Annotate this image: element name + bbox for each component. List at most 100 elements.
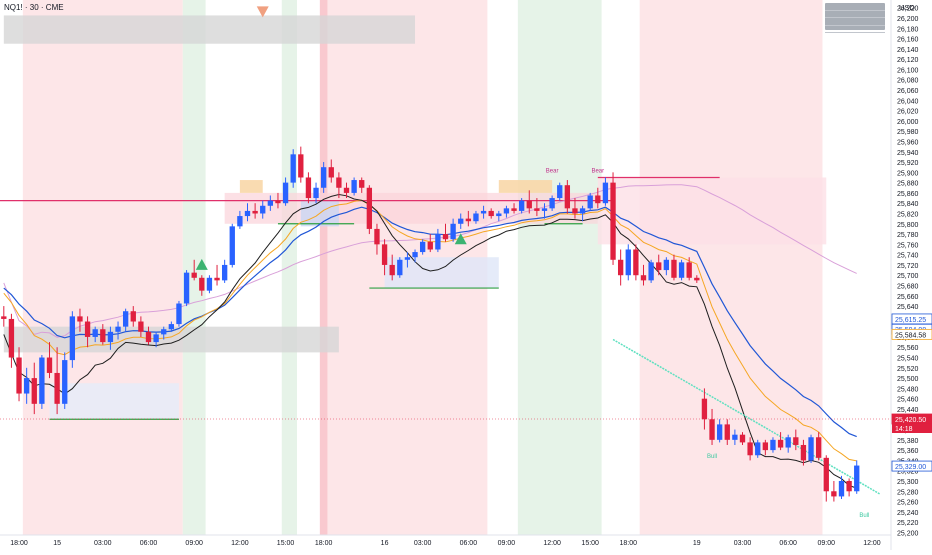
candle-body	[442, 234, 449, 240]
time-tick-label: 18:00	[315, 540, 333, 547]
candle-body	[290, 154, 296, 183]
candle-body	[595, 195, 601, 204]
candle-body	[640, 275, 647, 281]
candle-body	[473, 213, 479, 222]
candle-body	[282, 182, 289, 204]
time-tick-label: 06:00	[140, 540, 158, 547]
candle-body	[739, 434, 746, 443]
candle-body	[206, 277, 213, 291]
candle-body	[480, 210, 487, 214]
candle-body	[724, 424, 730, 440]
time-tick-label: 16	[381, 540, 389, 547]
price-tick-label: 25,640	[897, 304, 919, 311]
candle-body	[777, 439, 784, 448]
candle-body	[572, 208, 578, 214]
candle-body	[366, 187, 373, 229]
price-tick-label: 25,560	[897, 345, 919, 352]
candle-body	[100, 329, 106, 343]
bull-label: Bull	[707, 454, 717, 460]
candle-body	[69, 316, 76, 361]
currency-label[interactable]: USD	[899, 3, 915, 12]
candle-body	[305, 177, 312, 199]
price-tick-label: 25,240	[897, 510, 919, 517]
candle-body	[145, 331, 152, 343]
candle-body	[808, 437, 814, 461]
price-tick-label: 26,140	[897, 47, 919, 54]
candle-body	[260, 205, 266, 214]
bull-label: Bull	[859, 513, 869, 519]
symbol-title[interactable]: NQ1! · 30 · CME	[4, 3, 64, 12]
candle-body	[54, 372, 60, 404]
candle-body	[1, 316, 7, 319]
bear-label: Bear	[591, 168, 604, 174]
candle-body	[8, 318, 15, 358]
price-axis-background	[891, 0, 932, 550]
price-tick-label: 25,260	[897, 500, 919, 507]
price-tick-label: 25,740	[897, 253, 919, 260]
price-tick-label: 25,720	[897, 263, 919, 270]
countdown-box	[892, 423, 932, 433]
candle-body	[275, 200, 281, 204]
time-tick-label: 18:00	[10, 540, 28, 547]
price-tick-label: 26,160	[897, 37, 919, 44]
price-tick-label: 25,360	[897, 448, 919, 455]
price-tick-label: 25,820	[897, 211, 919, 218]
candle-body	[31, 378, 37, 404]
candle-body	[450, 223, 456, 240]
candle-body	[359, 180, 365, 188]
candle-body	[343, 187, 350, 193]
candle-body	[130, 311, 136, 322]
price-tick-label: 26,060	[897, 88, 919, 95]
candle-body	[107, 331, 114, 343]
price-tick-label: 25,700	[897, 273, 919, 280]
candle-body	[237, 216, 243, 227]
price-tick-label: 25,680	[897, 284, 919, 291]
candle-body	[823, 457, 829, 492]
price-tick-label: 25,800	[897, 222, 919, 229]
candle-body	[199, 277, 205, 291]
price-tick-label: 25,440	[897, 407, 919, 414]
time-tick-label: 09:00	[498, 540, 516, 547]
candle-body	[320, 167, 327, 188]
candle-body	[214, 277, 220, 281]
time-tick-label: 03:00	[94, 540, 112, 547]
candle-body	[183, 272, 190, 304]
price-tick-label: 25,920	[897, 160, 919, 167]
time-tick-label: 06:00	[460, 540, 478, 547]
price-tick-label: 26,120	[897, 57, 919, 64]
fvg-orange-right	[498, 180, 553, 193]
candle-body	[389, 264, 395, 276]
candle-body	[701, 398, 708, 420]
price-tick-label: 26,200	[897, 16, 919, 23]
candle-body	[328, 167, 334, 178]
countdown-text: 14:18	[895, 426, 913, 433]
candle-body	[92, 329, 98, 337]
price-tick-label: 26,080	[897, 78, 919, 85]
candle-body	[518, 200, 525, 211]
session-band-highlight	[319, 0, 328, 535]
candle-body	[153, 334, 159, 343]
trend-line-teal	[612, 338, 880, 495]
candle-body	[663, 259, 670, 271]
candle-body	[526, 200, 532, 209]
session-band-green	[517, 0, 602, 535]
candle-body	[221, 264, 228, 281]
triangle-down-marker	[256, 6, 269, 18]
candle-body	[678, 262, 685, 278]
candle-body	[397, 259, 403, 276]
candle-body	[16, 357, 22, 394]
price-tick-label: 25,480	[897, 386, 919, 393]
candle-body	[732, 434, 738, 440]
candle-body	[46, 357, 53, 373]
price-tick-label: 25,320	[897, 469, 919, 476]
candle-body	[161, 329, 167, 335]
price-tick-label: 26,040	[897, 98, 919, 105]
demand-zone-low	[49, 383, 179, 420]
bear-label: Bear	[546, 168, 559, 174]
candle-body	[488, 210, 494, 217]
time-tick-label: 12:00	[543, 540, 561, 547]
price-tick-label: 25,840	[897, 201, 919, 208]
